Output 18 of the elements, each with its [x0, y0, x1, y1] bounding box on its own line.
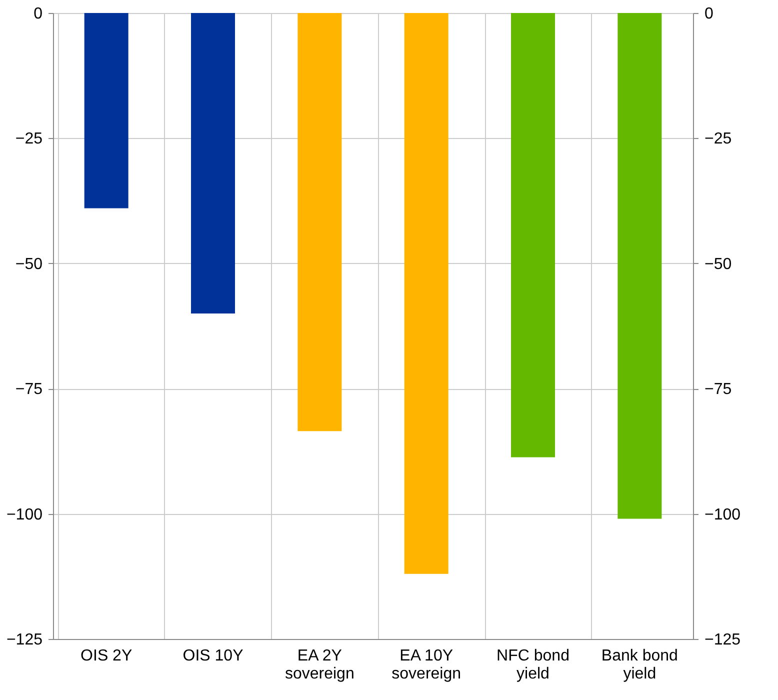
x-tick-label: OIS 2Y — [80, 648, 132, 664]
y2-tick-label: −100 — [704, 506, 741, 524]
y-tick-label: −100 — [6, 506, 43, 524]
x-tick-label: OIS 10Y — [182, 648, 244, 664]
y-tick-label: −50 — [15, 256, 43, 273]
y2-tick-label: 0 — [704, 6, 714, 22]
y-tick-label: −25 — [15, 130, 43, 148]
x-tick-label: EA 10Y sovereign — [392, 648, 462, 682]
y2-tick-label: −50 — [704, 256, 732, 273]
y2-tick-label: −25 — [704, 130, 732, 148]
y-tick-label: −125 — [6, 632, 43, 648]
y2-tick-label: −75 — [704, 381, 732, 398]
x-tick-label: NFC bond yield — [496, 648, 570, 682]
y-tick-label: −75 — [15, 381, 43, 398]
x-tick-label: Bank bond yield — [601, 648, 678, 682]
y-tick-label: 0 — [34, 6, 43, 22]
x-tick-label: EA 2Y sovereign — [284, 648, 354, 682]
y2-tick-label: −125 — [704, 632, 741, 648]
